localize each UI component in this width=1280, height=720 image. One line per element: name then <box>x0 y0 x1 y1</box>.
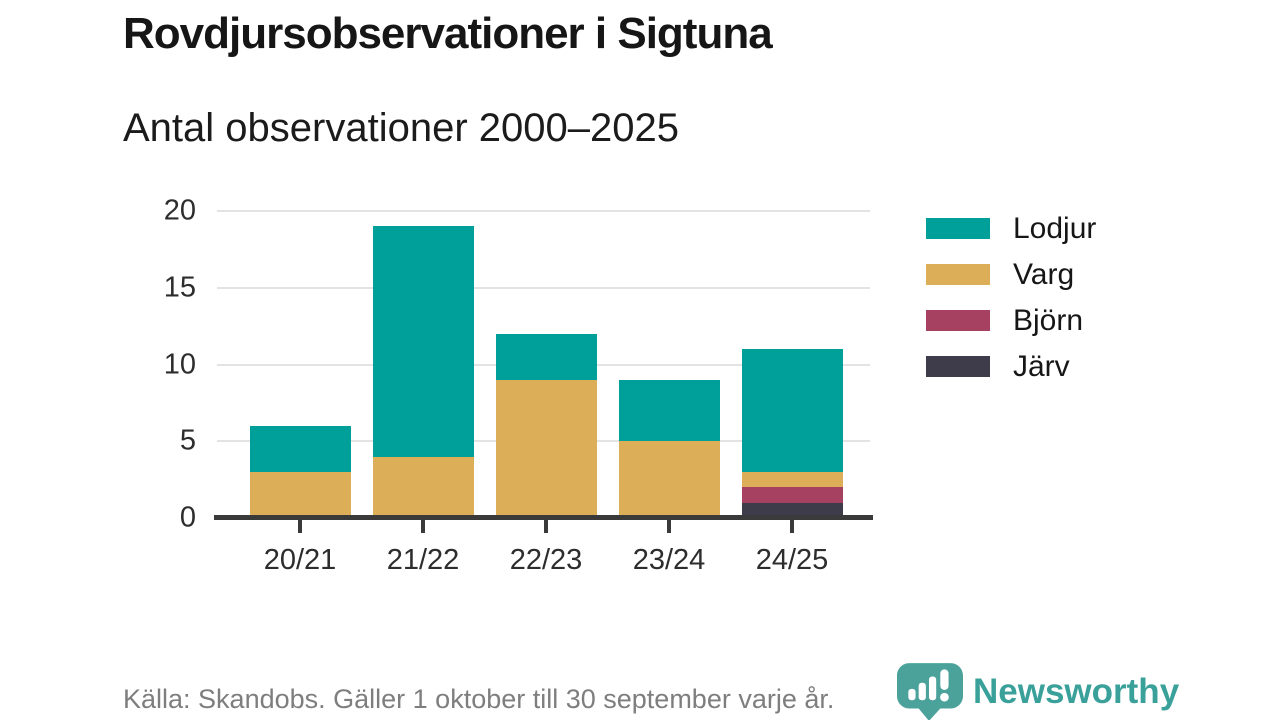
newsworthy-logo-icon <box>897 663 963 720</box>
bar-segment-varg <box>618 441 720 518</box>
legend-label: Järv <box>1013 349 1070 383</box>
logo-exclamation-bar <box>940 669 949 690</box>
x-tick <box>298 520 302 533</box>
y-tick-label: 10 <box>163 348 196 380</box>
gridline-15 <box>217 286 870 289</box>
newsworthy-wordmark: Newsworthy <box>973 672 1180 711</box>
bar-segment-varg <box>249 471 351 518</box>
x-axis-baseline <box>214 515 873 520</box>
logo-bar-small <box>908 688 916 701</box>
bar-segment-lodjur <box>495 333 597 380</box>
legend-item-jrv: Järv <box>926 350 1096 383</box>
logo-bar-medium <box>918 682 926 701</box>
y-axis: 0 5 10 15 20 <box>136 196 196 532</box>
x-tick-label: 21/22 <box>386 544 460 576</box>
x-tick <box>790 520 794 533</box>
legend-swatch <box>926 356 990 377</box>
legend-swatch <box>926 310 990 331</box>
bar-segment-varg <box>495 379 597 518</box>
bar-segment-varg <box>372 456 474 518</box>
x-tick-label: 20/21 <box>263 544 337 576</box>
chart-title: Rovdjursobservationer i Sigtuna <box>123 9 773 58</box>
x-tick <box>421 520 425 533</box>
x-tick <box>544 520 548 533</box>
bar-segment-lodjur <box>372 226 474 457</box>
bar-segment-lodjur <box>618 379 720 442</box>
logo-bar-large <box>928 676 937 701</box>
legend-swatch <box>926 218 990 239</box>
newsworthy-logo: Newsworthy <box>897 663 1179 720</box>
source-note: Källa: Skandobs. Gäller 1 oktober till 3… <box>123 684 835 714</box>
bar-segment-varg <box>741 471 843 488</box>
legend-item-lodjur: Lodjur <box>926 212 1096 245</box>
gridline-20 <box>217 210 870 212</box>
legend-label: Björn <box>1013 303 1084 337</box>
legend-label: Lodjur <box>1013 211 1097 245</box>
legend-item-bjrn: Björn <box>926 304 1096 337</box>
x-tick-label: 24/25 <box>755 544 829 576</box>
legend-item-varg: Varg <box>926 258 1096 291</box>
legend-swatch <box>926 264 990 285</box>
logo-exclamation-dot <box>940 692 949 702</box>
x-tick-label: 23/24 <box>632 544 706 576</box>
x-tick-label: 22/23 <box>509 544 583 576</box>
bar-segment-bjrn <box>741 487 843 503</box>
x-tick <box>667 520 671 533</box>
y-tick-label: 20 <box>163 194 196 227</box>
y-tick-label: 5 <box>179 424 196 457</box>
y-tick-label: 15 <box>163 271 196 304</box>
bar-segment-jrv <box>741 502 843 518</box>
bar-segment-lodjur <box>741 349 843 472</box>
legend-label: Varg <box>1013 257 1075 291</box>
chart-subtitle: Antal observationer 2000–2025 <box>123 106 679 150</box>
bar-segment-lodjur <box>249 425 351 472</box>
plot-area: 20/21 21/22 22/23 23/24 24/25 <box>214 210 873 575</box>
legend: Lodjur Varg Björn Järv <box>926 212 1096 383</box>
y-tick-label: 0 <box>179 501 196 534</box>
